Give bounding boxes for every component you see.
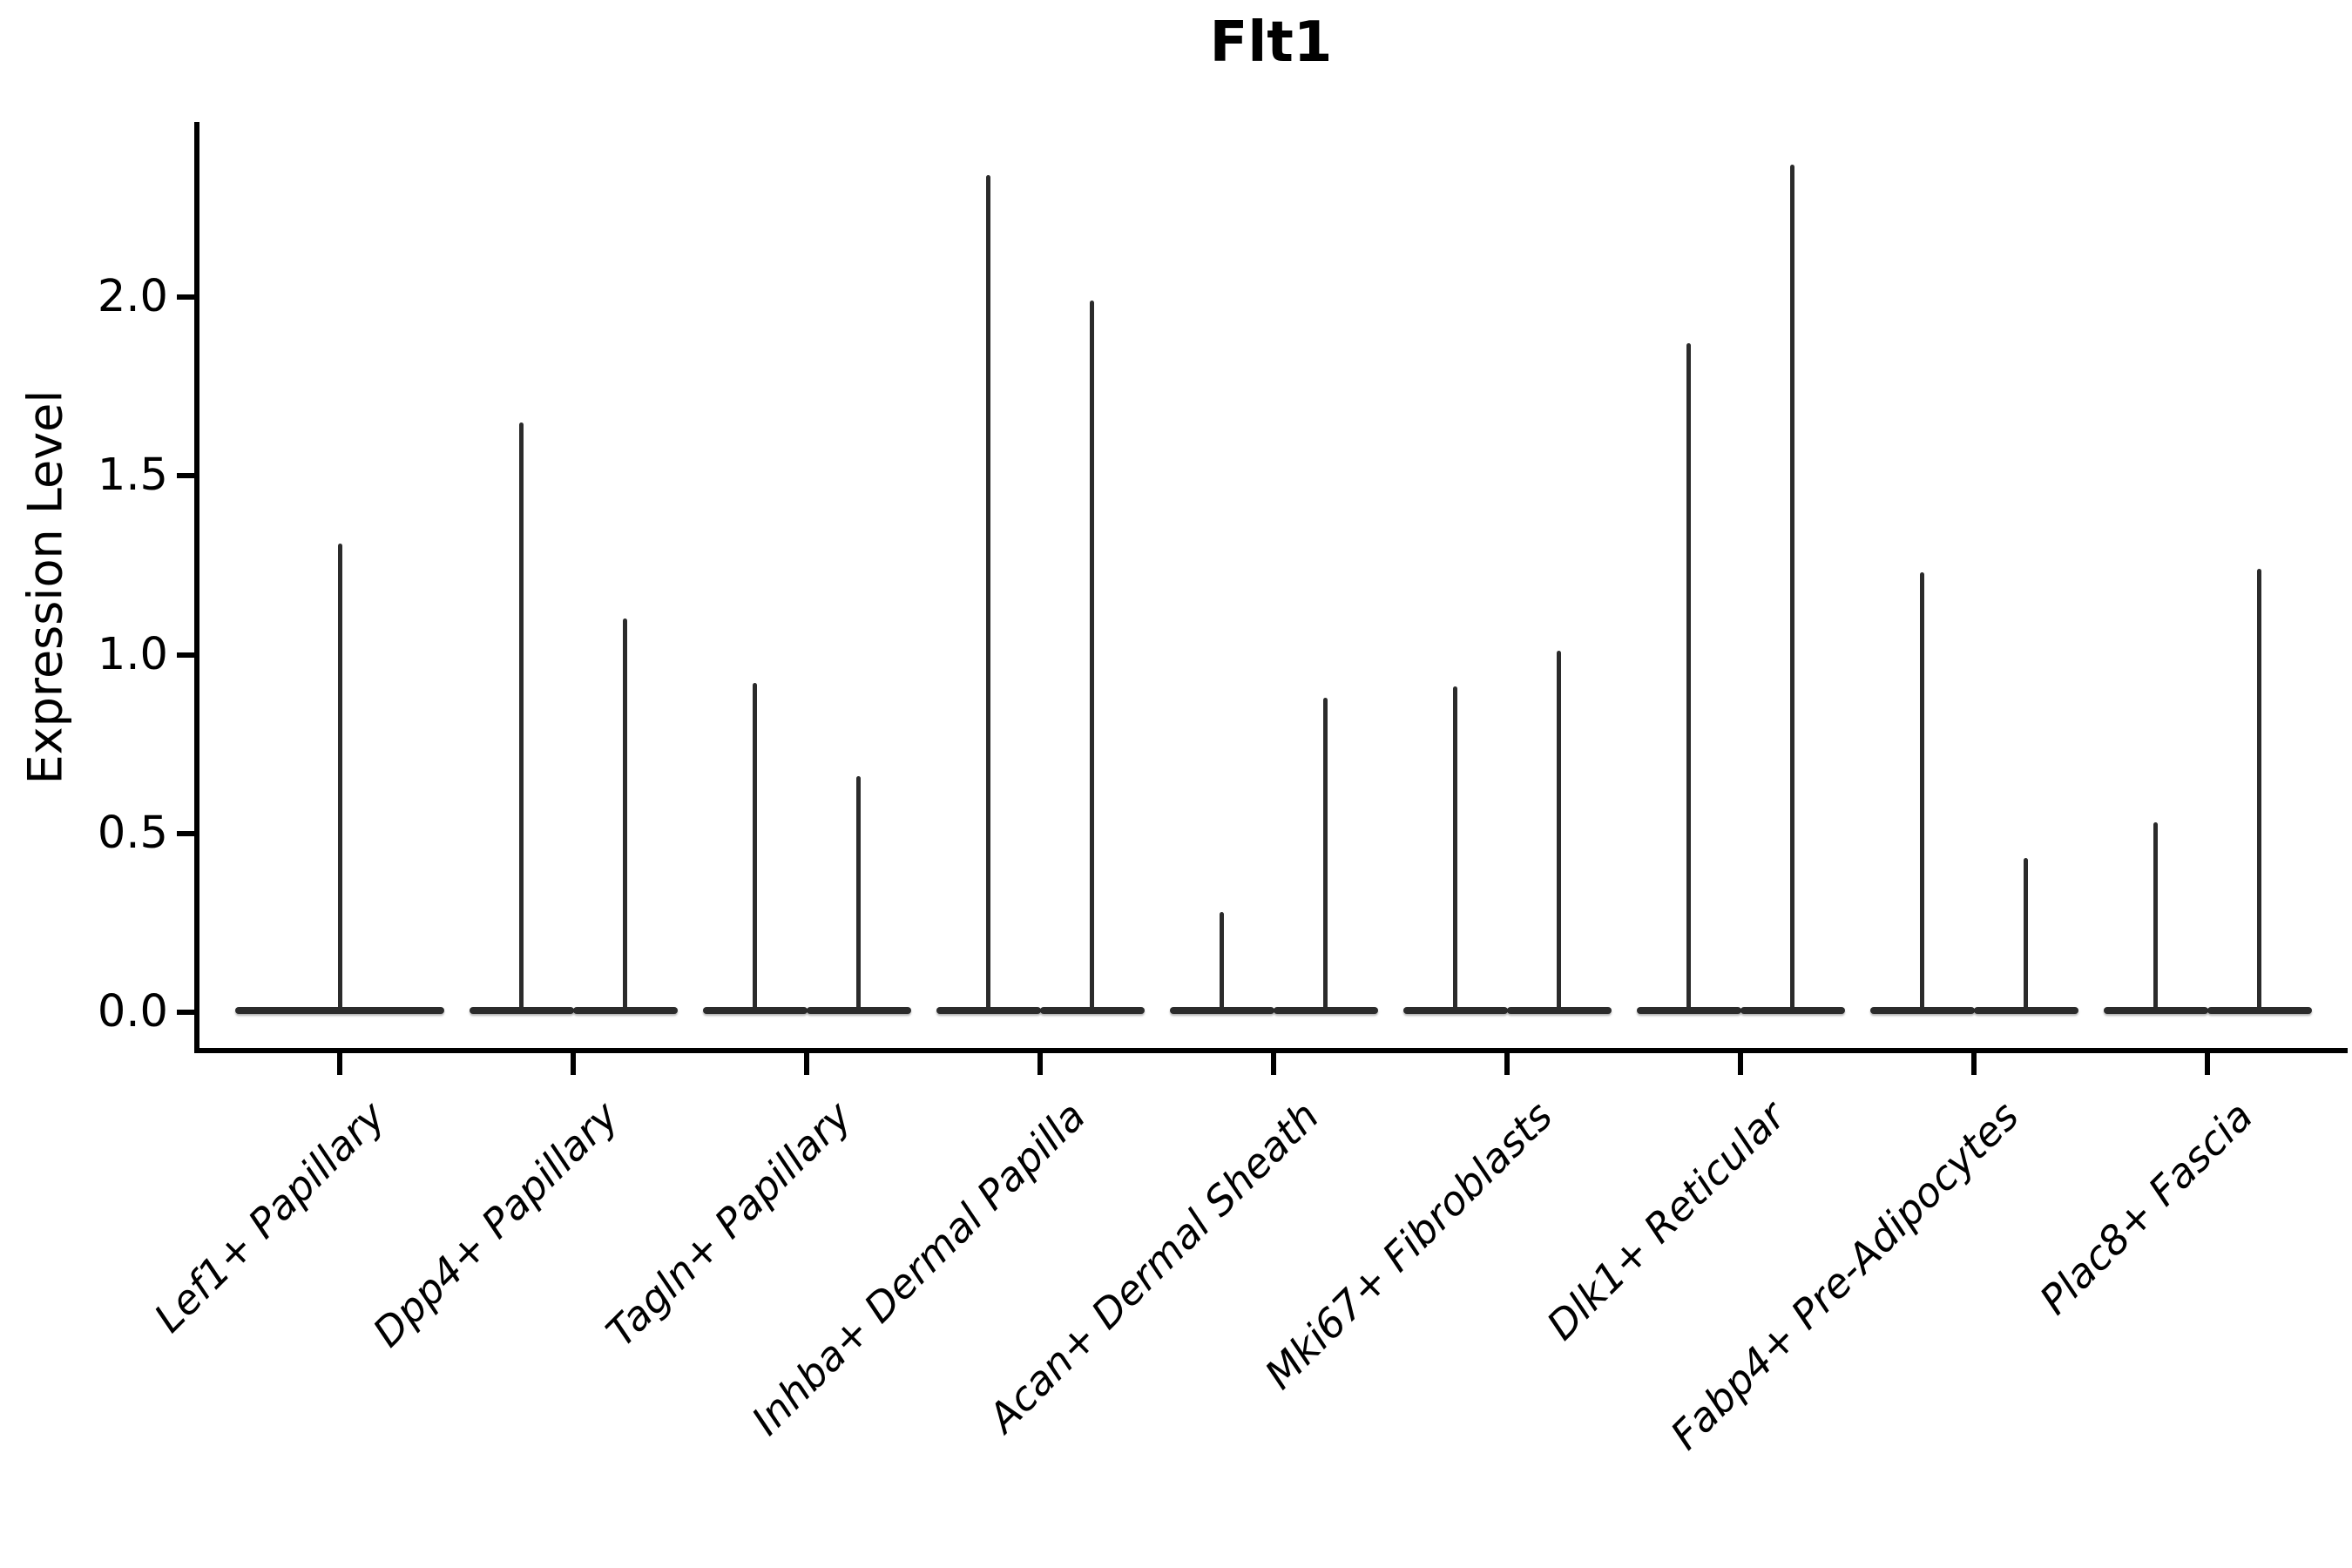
violin-base [936,1007,1041,1014]
violin-base [1273,1007,1378,1014]
violin-base [2103,1007,2208,1014]
violin-base [1506,1007,1612,1014]
x-tick [2205,1053,2210,1075]
violin-spike [986,175,990,1010]
violin-base [1636,1007,1741,1014]
x-tick-label: Lef1+ Papillary [145,1092,395,1342]
violin-spike [1220,912,1224,1010]
violin-base [1169,1007,1274,1014]
violin-spike [337,544,342,1010]
y-tick-label: 1.5 [97,449,168,502]
y-axis-spine [194,122,199,1053]
x-tick [1738,1053,1743,1075]
x-tick [804,1053,809,1075]
violin-spike [519,422,524,1010]
x-tick [1037,1053,1043,1075]
violin-base [2207,1007,2312,1014]
x-axis-spine [194,1048,2348,1053]
violin-spike [1790,165,1794,1010]
violin-base [469,1007,574,1014]
y-tick-label: 0.5 [97,807,168,859]
violin-base [1973,1007,2078,1014]
violin-spike [2153,822,2158,1010]
violin-spike [1453,686,1457,1010]
x-tick [1971,1053,1977,1075]
violin-spike [2257,568,2261,1010]
violin-base [1740,1007,1845,1014]
y-axis-label: Expression Level [17,389,73,785]
violin-spike [623,618,627,1010]
violin-spike [1686,343,1691,1010]
violin-base [1869,1007,1975,1014]
violin-spike [856,776,861,1010]
x-tick-label: Dlk1+ Reticular [1538,1092,1795,1349]
y-tick [177,652,196,658]
violin-base [702,1007,808,1014]
x-tick [571,1053,576,1075]
violin-spike [1323,697,1328,1010]
y-tick-label: 1.0 [97,628,168,680]
x-tick [1504,1053,1510,1075]
y-tick-label: 0.0 [97,986,168,1037]
y-tick [177,1010,196,1015]
violin-base [235,1007,444,1014]
violin-spike [2024,858,2028,1010]
x-tick-label: Dpp4+ Papillary [363,1092,628,1356]
y-tick [177,473,196,479]
violin-spike [753,683,757,1010]
y-tick-label: 2.0 [97,271,168,322]
x-tick [337,1053,342,1075]
violin-spike [1920,572,1924,1010]
x-tick-label: Tagln+ Papillary [597,1092,862,1356]
y-tick [177,294,196,300]
violin-base [1402,1007,1508,1014]
violin-base [572,1007,678,1014]
violin-spike [1090,301,1094,1010]
violin-spike [1557,651,1561,1010]
plot-title: Flt1 [1209,10,1333,75]
x-tick [1271,1053,1276,1075]
y-tick [177,830,196,836]
violin-base [1039,1007,1145,1014]
x-tick-label: Plac8+ Fascia [2030,1092,2262,1324]
violin-base [806,1007,911,1014]
